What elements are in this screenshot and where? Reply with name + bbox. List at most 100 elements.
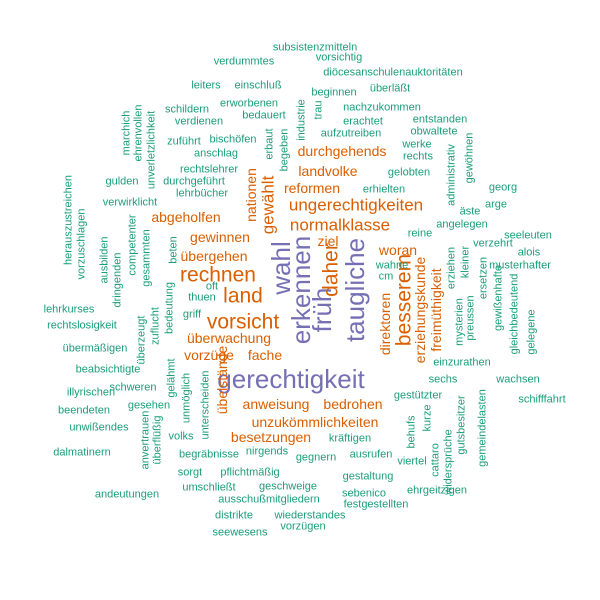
word: beendeten: [58, 404, 110, 417]
word: zuführt: [167, 135, 201, 148]
word: gestützter: [393, 389, 443, 402]
word: rechnen: [180, 263, 256, 287]
word: beginnen: [311, 86, 357, 99]
word: entstanden: [412, 113, 468, 126]
word: gesammten: [140, 229, 153, 287]
word: ausschußmitgliedern: [218, 493, 320, 506]
word: erhielten: [362, 183, 406, 196]
word: viertel: [397, 455, 427, 468]
word: einzurathen: [433, 356, 491, 369]
word: pflichtmäßig: [220, 466, 280, 479]
word: verwirklicht: [102, 196, 158, 209]
word: übelstände: [214, 345, 230, 415]
word: oft: [205, 280, 219, 293]
word: griff: [182, 308, 202, 321]
word: anvertrauen: [139, 410, 152, 470]
word: ausbilden: [98, 236, 111, 284]
word: aufzutreiben: [320, 127, 382, 140]
word: vorzuschlagen: [75, 208, 88, 280]
word: bischöfen: [209, 133, 257, 146]
word: rechts: [403, 150, 433, 163]
word: beabsichtigte: [75, 363, 141, 376]
word: ausrufen: [349, 448, 393, 461]
word: angelegen: [436, 218, 488, 231]
word: abgeholfen: [151, 209, 221, 225]
word: vorsicht: [206, 310, 280, 334]
word: cm: [378, 270, 394, 283]
word: reine: [407, 227, 433, 240]
word: sebenico: [341, 487, 387, 500]
word: wahne: [375, 259, 409, 272]
word: übermäßigen: [62, 342, 128, 355]
word: übergehen: [180, 248, 248, 264]
word: reformen: [283, 180, 341, 196]
word: gewählt: [258, 175, 278, 235]
word: wachsen: [496, 373, 540, 386]
word: preussen: [464, 295, 477, 341]
word: bedeutung: [163, 282, 176, 334]
word: zuflucht: [149, 307, 162, 345]
word: gulden: [105, 175, 139, 188]
word: wiederstandes: [274, 509, 346, 522]
word: nirgends: [245, 445, 289, 458]
word: überzeugt: [135, 315, 148, 365]
word: einschluß: [234, 79, 282, 92]
word: gelegene: [525, 309, 538, 355]
word: erziehen: [445, 246, 458, 290]
word: bedrohen: [323, 396, 383, 412]
word: gerechtigkeit: [217, 364, 365, 394]
word: begräbnisse: [179, 448, 239, 461]
word: nationen: [243, 168, 259, 222]
word: erbaut: [263, 128, 276, 160]
word: competenter: [126, 214, 139, 276]
word: überflüßig: [151, 415, 164, 465]
word: erachtet: [343, 115, 383, 128]
word: vorzügen: [280, 520, 326, 533]
word: sechs: [428, 373, 458, 386]
word: durchgehends: [297, 143, 387, 159]
word: verzehrt: [473, 237, 513, 250]
word: überwachung: [186, 330, 272, 346]
word: land: [223, 284, 263, 308]
word: distrikte: [215, 509, 253, 522]
word: festgestellten: [343, 498, 409, 511]
word: herauszustreichen: [62, 175, 75, 265]
word: begeben: [278, 128, 291, 172]
word: illyrischen: [66, 386, 116, 399]
word: gegnern: [295, 451, 337, 464]
word: subsistenzmitteln: [272, 41, 358, 54]
word: alois: [517, 246, 541, 259]
word: gewöhnen: [463, 132, 476, 184]
word: durchgeführt: [163, 175, 225, 188]
word: rechtslosigkeit: [47, 319, 117, 332]
word: werke: [402, 138, 432, 151]
word: gutsbesitzer: [455, 395, 468, 455]
word: anweisung: [242, 396, 310, 412]
word: verdummtes: [213, 55, 275, 68]
word: geschweige: [258, 480, 318, 493]
word: umschließt: [182, 481, 236, 494]
word: erworbenen: [219, 97, 279, 110]
word: andeutungen: [94, 488, 160, 501]
word: rechtslehrer: [179, 163, 239, 176]
word: ehrenvollen: [132, 104, 145, 162]
word: seewesens: [212, 526, 268, 539]
word: normalklasse: [289, 215, 391, 235]
word: gesehen: [127, 399, 171, 412]
word: gelähmt: [165, 358, 178, 398]
word: gewißenhafte: [492, 264, 505, 332]
word: vorsichtig: [315, 51, 363, 64]
word: behufs: [405, 415, 418, 449]
word: daher: [319, 243, 343, 297]
word: vorzüge: [184, 347, 234, 363]
word: unzukömmlichkeiten: [251, 414, 379, 430]
word: unverletzlichkeit: [145, 110, 158, 190]
word: obwaltete: [410, 125, 458, 138]
word: landvolke: [298, 163, 358, 179]
word: nachzukommen: [343, 101, 421, 114]
word: besetzungen: [230, 429, 312, 445]
word: erziehungskunde: [412, 256, 428, 364]
word: ziel: [317, 233, 339, 249]
word: ersetzen: [477, 256, 490, 300]
